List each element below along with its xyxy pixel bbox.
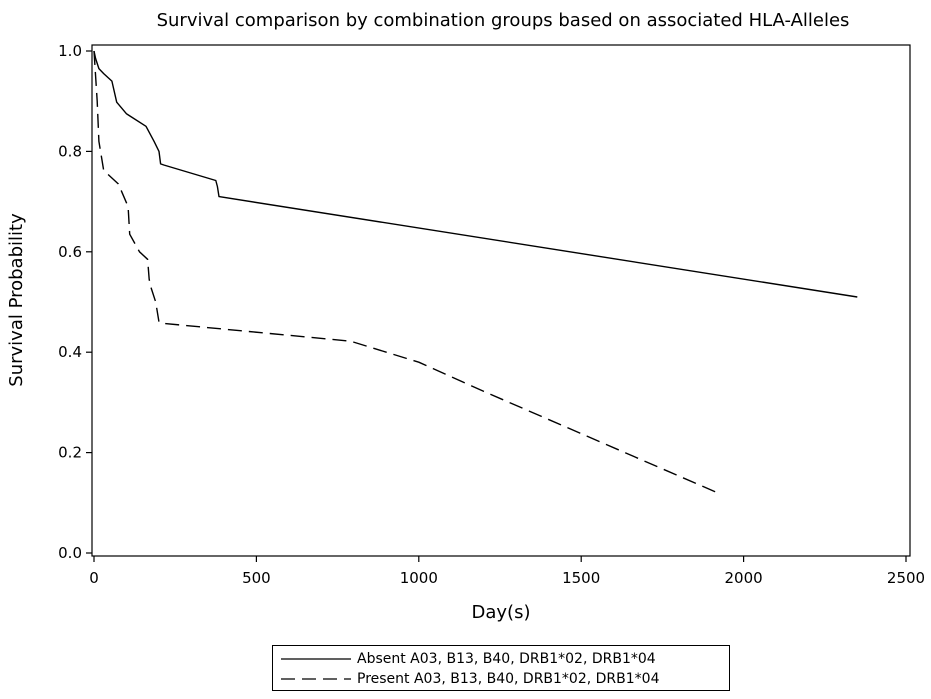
y-tick-label: 0.2: [58, 444, 82, 462]
chart-title: Survival comparison by combination group…: [157, 10, 850, 31]
y-tick-label: 0.8: [58, 142, 82, 160]
x-tick-label: 1500: [562, 569, 600, 587]
series-line-present: [93, 50, 718, 494]
series-lines: [93, 50, 858, 494]
x-tick-label: 2000: [725, 569, 763, 587]
legend-solid-line-swatch: [281, 658, 351, 660]
y-axis: 0.0 0.2 0.4 0.6 0.8 1.0: [58, 42, 92, 562]
x-tick-label: 1000: [400, 569, 438, 587]
y-axis-label: Survival Probability: [6, 213, 27, 387]
x-tick-label: 0: [89, 569, 99, 587]
y-tick-label: 1.0: [58, 42, 82, 60]
legend: Absent A03, B13, B40, DRB1*02, DRB1*04 P…: [272, 645, 730, 691]
x-axis: 0 500 1000 1500 2000 2500: [89, 556, 925, 587]
x-tick-label: 2500: [887, 569, 925, 587]
x-axis-label: Day(s): [472, 602, 531, 623]
chart: Survival comparison by combination group…: [6, 10, 925, 623]
series-line-absent: [93, 50, 858, 298]
y-tick-label: 0.6: [58, 243, 82, 261]
legend-label-present: Present A03, B13, B40, DRB1*02, DRB1*04: [357, 671, 660, 687]
legend-dashed-line-swatch: [281, 678, 351, 680]
x-tick-label: 500: [242, 569, 271, 587]
legend-label-absent: Absent A03, B13, B40, DRB1*02, DRB1*04: [357, 651, 656, 667]
y-tick-label: 0.0: [58, 544, 82, 562]
legend-item-absent: Absent A03, B13, B40, DRB1*02, DRB1*04: [281, 649, 656, 669]
plot-area-frame: [91, 44, 911, 557]
legend-item-present: Present A03, B13, B40, DRB1*02, DRB1*04: [281, 669, 659, 689]
y-tick-label: 0.4: [58, 343, 82, 361]
